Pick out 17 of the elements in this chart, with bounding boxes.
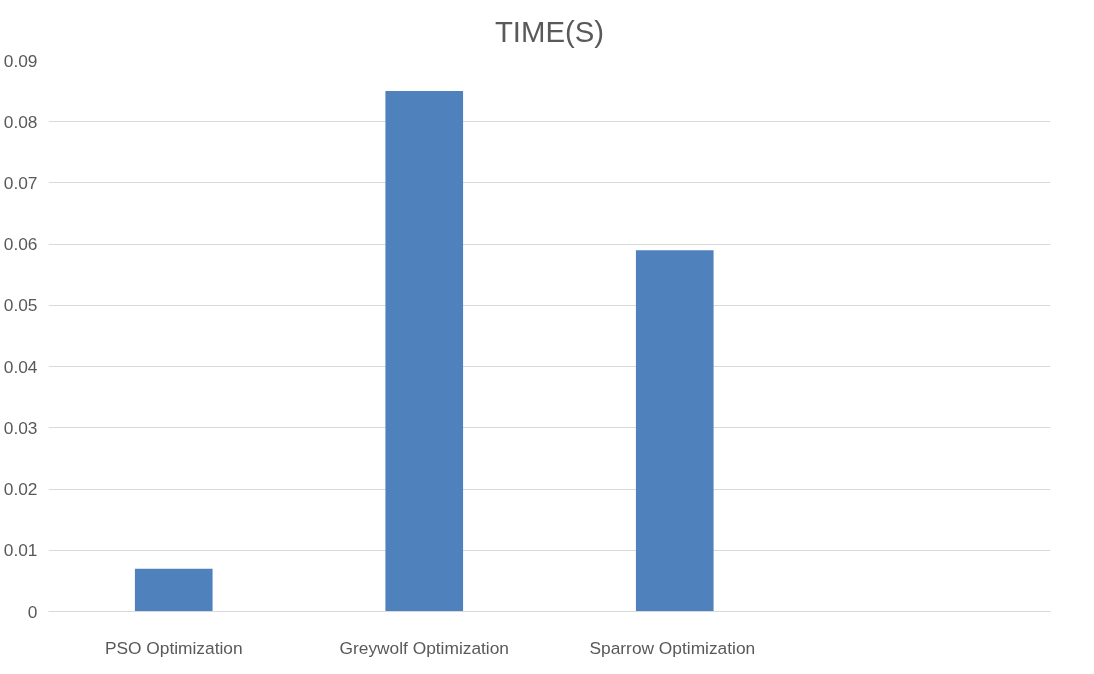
y-tick-label: 0.03 bbox=[3, 417, 38, 438]
x-tick-label: Sparrow Optimization bbox=[589, 637, 756, 658]
bar bbox=[134, 568, 213, 612]
x-tick-label: Greywolf Optimization bbox=[339, 637, 509, 658]
bar bbox=[385, 91, 464, 612]
y-tick-label: 0.07 bbox=[3, 172, 38, 193]
y-tick-label: 0.01 bbox=[3, 540, 38, 561]
chart-title: TIME(S) bbox=[494, 15, 605, 48]
y-tick-label: 0.02 bbox=[3, 479, 38, 500]
y-tick-label: 0.08 bbox=[3, 111, 38, 132]
y-tick-label: 0.09 bbox=[3, 50, 38, 71]
y-tick-label: 0.05 bbox=[3, 295, 38, 316]
y-tick-label: 0 bbox=[27, 601, 38, 622]
x-tick-label: PSO Optimization bbox=[104, 637, 243, 658]
y-tick-label: 0.04 bbox=[3, 356, 38, 377]
bar bbox=[635, 250, 714, 612]
y-tick-label: 0.06 bbox=[3, 234, 38, 255]
